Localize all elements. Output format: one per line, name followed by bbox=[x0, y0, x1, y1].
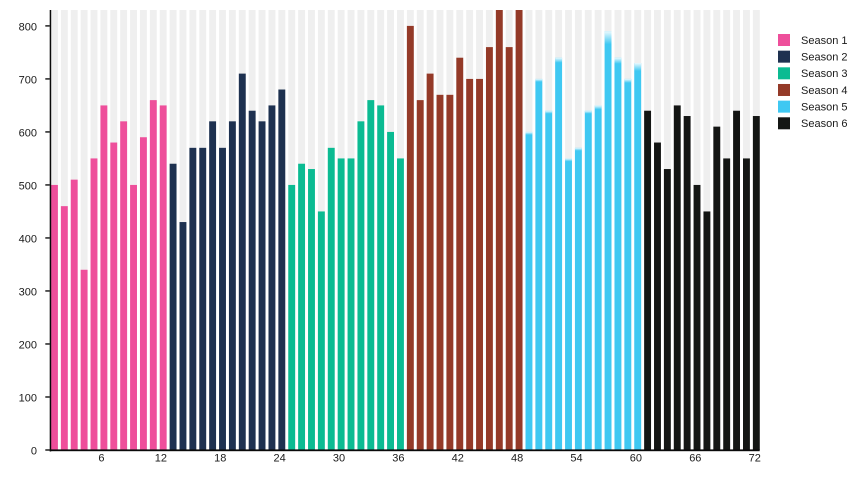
svg-text:12: 12 bbox=[155, 453, 167, 465]
svg-text:54: 54 bbox=[570, 453, 582, 465]
svg-text:Season 2: Season 2 bbox=[801, 52, 847, 64]
svg-text:60: 60 bbox=[630, 453, 642, 465]
svg-text:300: 300 bbox=[19, 287, 37, 299]
svg-text:800: 800 bbox=[19, 22, 37, 34]
svg-text:Season 4: Season 4 bbox=[801, 85, 847, 97]
svg-text:600: 600 bbox=[19, 128, 37, 140]
svg-text:700: 700 bbox=[19, 75, 37, 87]
svg-text:66: 66 bbox=[689, 453, 701, 465]
svg-text:18: 18 bbox=[214, 453, 226, 465]
svg-text:0: 0 bbox=[31, 446, 37, 458]
svg-text:200: 200 bbox=[19, 340, 37, 352]
svg-text:24: 24 bbox=[273, 453, 285, 465]
svg-text:Season 5: Season 5 bbox=[801, 102, 847, 114]
svg-text:Season 1: Season 1 bbox=[801, 35, 847, 47]
svg-text:500: 500 bbox=[19, 181, 37, 193]
svg-text:400: 400 bbox=[19, 234, 37, 246]
svg-text:30: 30 bbox=[333, 453, 345, 465]
svg-text:36: 36 bbox=[392, 453, 404, 465]
svg-text:Season 3: Season 3 bbox=[801, 68, 847, 80]
svg-text:Season 6: Season 6 bbox=[801, 118, 847, 130]
svg-text:42: 42 bbox=[452, 453, 464, 465]
svg-text:100: 100 bbox=[19, 393, 37, 405]
svg-text:6: 6 bbox=[98, 453, 104, 465]
svg-text:48: 48 bbox=[511, 453, 523, 465]
svg-text:72: 72 bbox=[749, 453, 761, 465]
